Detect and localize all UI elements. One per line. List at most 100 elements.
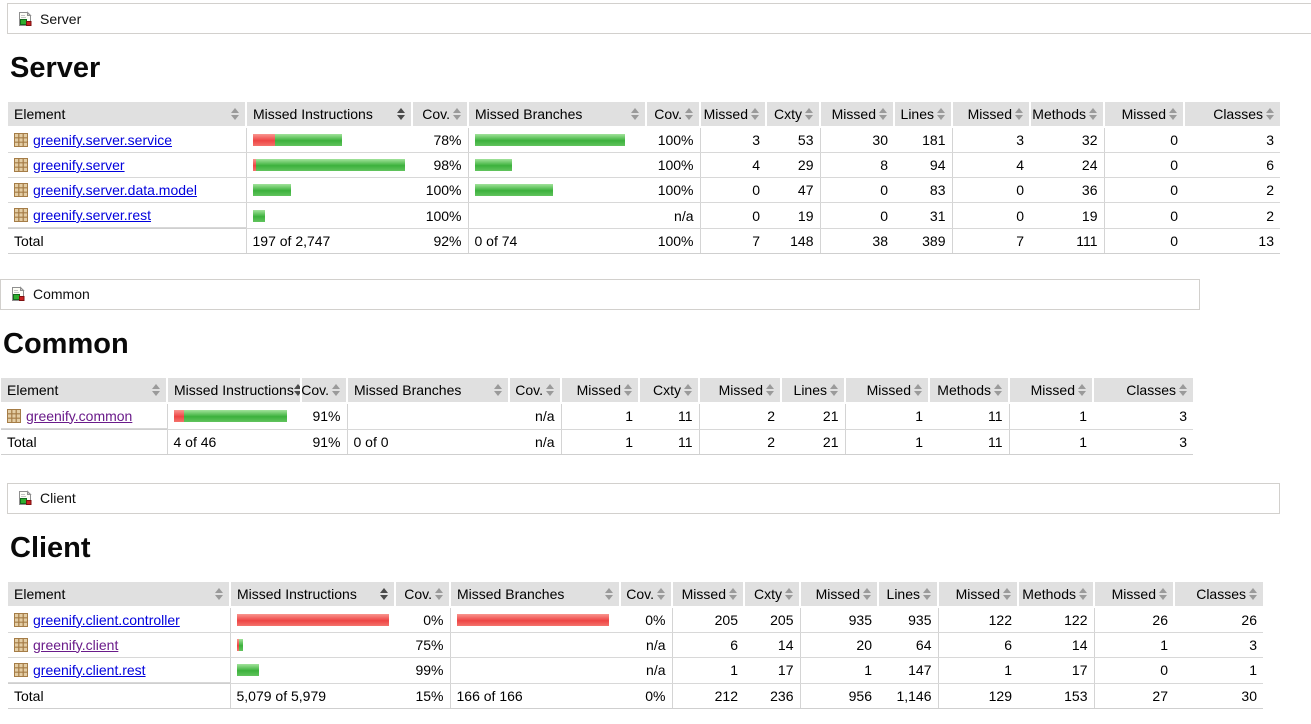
package-icon [14, 157, 28, 172]
table-row: greenify.client 75% n/a 6 14 20 64 6 14 1 3 [8, 632, 1263, 659]
column-header-missed-branches-3[interactable]: Missed Branches [467, 101, 646, 128]
sort-icon [830, 383, 838, 396]
column-header-missed-11[interactable]: Missed [1093, 581, 1174, 608]
metric-cell: 20 [799, 632, 878, 659]
package-link[interactable]: greenify.client.controller [33, 611, 180, 628]
element-cell: greenify.server.rest [8, 203, 246, 228]
column-header-missed-instructions-1[interactable]: Missed Instructions [166, 377, 301, 404]
package-link[interactable]: greenify.server.rest [33, 206, 152, 223]
column-header-missed-9[interactable]: Missed [937, 581, 1018, 608]
column-header-classes-12[interactable]: Classes [1173, 581, 1263, 608]
coverage-bar [236, 639, 390, 652]
section-server: Server Server Element Missed Instructions… [7, 3, 1311, 254]
metric-cell: 935 [799, 606, 878, 634]
branch-coverage-cell: n/a [620, 657, 672, 684]
total-metric-cell: 389 [894, 227, 952, 254]
column-header-element-0[interactable]: Element [8, 581, 230, 608]
column-header-missed-7[interactable]: Missed [819, 101, 894, 128]
package-link[interactable]: greenify.client.rest [33, 661, 146, 678]
package-link[interactable]: greenify.common [26, 407, 133, 424]
sort-icon [152, 383, 160, 396]
column-label: Lines [900, 105, 934, 122]
column-header-cov--4[interactable]: Cov. [508, 377, 561, 404]
metric-cell: 53 [766, 126, 820, 154]
column-header-missed-instructions-1[interactable]: Missed Instructions [229, 581, 395, 608]
breadcrumb: Client [7, 482, 1280, 514]
column-header-methods-10[interactable]: Methods [1029, 101, 1104, 128]
metric-cell: 1 [799, 657, 878, 684]
column-header-missed-9[interactable]: Missed [844, 377, 929, 404]
package-link[interactable]: greenify.server [33, 156, 125, 173]
metric-cell: 122 [937, 606, 1018, 634]
metric-cell: 1 [560, 402, 639, 430]
table-row: greenify.client.rest 99% n/a 1 17 1 147 1 17 0 1 [8, 657, 1263, 684]
sort-icon [684, 383, 692, 396]
total-metric-cell: 236 [744, 682, 800, 709]
column-header-cxty-6[interactable]: Cxty [743, 581, 800, 608]
metric-cell: 2 [698, 402, 781, 430]
sort-icon [397, 107, 405, 120]
column-header-missed-7[interactable]: Missed [799, 581, 878, 608]
column-label: Missed Branches [457, 585, 565, 602]
column-header-missed-9[interactable]: Missed [951, 101, 1030, 128]
column-header-missed-7[interactable]: Missed [698, 377, 781, 404]
column-header-lines-8[interactable]: Lines [877, 581, 938, 608]
metric-cell: 6 [671, 632, 744, 659]
column-header-missed-branches-3[interactable]: Missed Branches [346, 377, 509, 404]
column-header-cov--2[interactable]: Cov. [394, 581, 450, 608]
column-header-cov--2[interactable]: Cov. [300, 377, 347, 404]
branch-coverage-cell: 100% [646, 126, 700, 154]
page-title: Client [10, 531, 91, 564]
sort-icon [1169, 107, 1177, 120]
page-title: Server [10, 52, 101, 84]
total-metric-cell: 129 [937, 682, 1018, 709]
column-label: Missed [815, 585, 860, 602]
sort-icon [293, 383, 301, 396]
column-header-cxty-6[interactable]: Cxty [765, 101, 820, 128]
package-link[interactable]: greenify.server.data.model [33, 181, 197, 198]
table-row: greenify.common 91% n/a 1 11 2 21 1 11 1 3 [1, 402, 1193, 430]
missed-instructions-cell [245, 126, 412, 154]
column-header-cov--4[interactable]: Cov. [645, 101, 700, 128]
column-header-classes-12[interactable]: Classes [1183, 101, 1280, 128]
metric-cell: 3 [1174, 632, 1263, 659]
covered-bar-segment [474, 184, 553, 197]
column-header-missed-11[interactable]: Missed [1103, 101, 1184, 128]
total-metric-cell: 2 [698, 428, 781, 455]
column-header-classes-12[interactable]: Classes [1092, 377, 1193, 404]
column-header-missed-5[interactable]: Missed [671, 581, 744, 608]
column-label: Missed [576, 381, 621, 398]
column-header-lines-8[interactable]: Lines [893, 101, 952, 128]
metric-cell: 2 [1184, 177, 1280, 204]
column-header-missed-5[interactable]: Missed [699, 101, 766, 128]
column-header-missed-5[interactable]: Missed [560, 377, 639, 404]
coverage-table: Element Missed Instructions Cov. Missed Bra… [1, 377, 1193, 455]
total-label: Total [1, 428, 167, 455]
missed-branches-cell [449, 606, 620, 634]
sort-icon [1078, 383, 1086, 396]
sort-icon [435, 587, 443, 600]
column-header-element-0[interactable]: Element [1, 377, 167, 404]
coverage-bar [236, 613, 390, 626]
column-header-missed-11[interactable]: Missed [1008, 377, 1093, 404]
column-header-missed-instructions-1[interactable]: Missed Instructions [245, 101, 412, 128]
column-header-cov--2[interactable]: Cov. [411, 101, 468, 128]
package-icon [14, 637, 28, 652]
column-header-element-0[interactable]: Element [8, 101, 246, 128]
missed-instructions-cell [229, 606, 395, 634]
column-header-missed-branches-3[interactable]: Missed Branches [449, 581, 620, 608]
column-header-lines-8[interactable]: Lines [780, 377, 845, 404]
package-link[interactable]: greenify.client [33, 636, 119, 653]
column-header-cov--4[interactable]: Cov. [619, 581, 672, 608]
column-header-methods-10[interactable]: Methods [928, 377, 1009, 404]
total-metric-cell: 30 [1174, 682, 1263, 709]
column-header-cxty-6[interactable]: Cxty [638, 377, 699, 404]
package-link[interactable]: greenify.server.service [33, 131, 173, 148]
total-metric-cell: 956 [799, 682, 878, 709]
breadcrumb: Server [7, 3, 1311, 34]
sort-icon [1003, 587, 1011, 600]
column-label: Cov. [654, 105, 682, 122]
metric-cell: 11 [639, 402, 699, 430]
column-header-methods-10[interactable]: Methods [1017, 581, 1094, 608]
package-icon [14, 662, 28, 677]
